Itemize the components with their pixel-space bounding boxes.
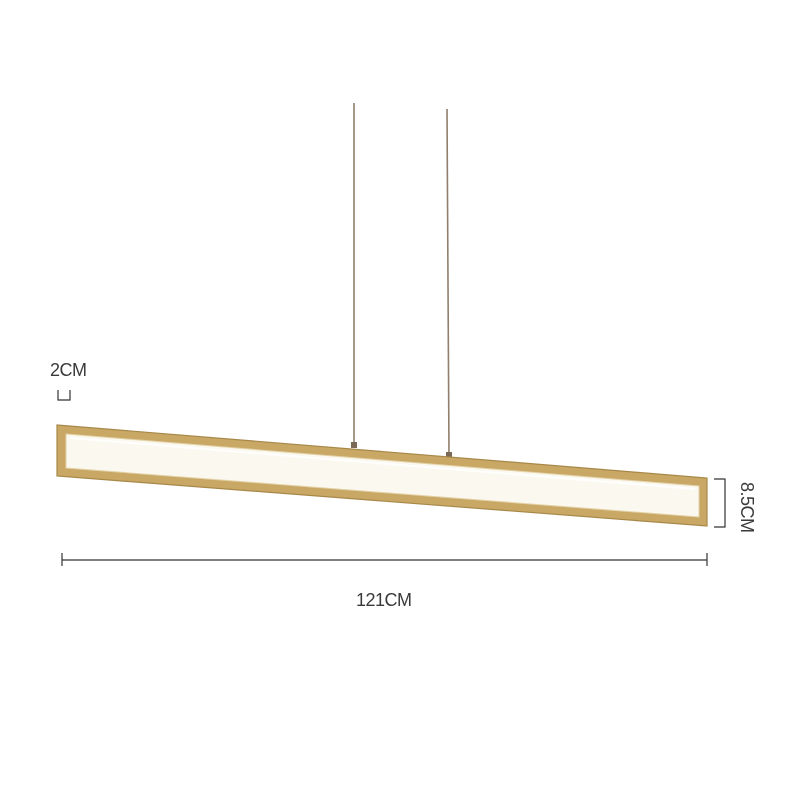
length-dimension-line — [61, 553, 708, 566]
length-label: 121CM — [356, 590, 412, 610]
height-dimension-bracket — [714, 478, 726, 528]
wire-cap-left — [351, 442, 357, 448]
wire-cap-right — [446, 452, 452, 458]
thickness-label: 2CM — [50, 360, 87, 380]
suspension-wire-right — [446, 108, 450, 457]
lamp-diffuser — [65, 433, 700, 518]
thickness-marker — [57, 390, 71, 401]
diffuser-highlight — [69, 437, 696, 490]
height-label: 8.5CM — [737, 482, 757, 533]
